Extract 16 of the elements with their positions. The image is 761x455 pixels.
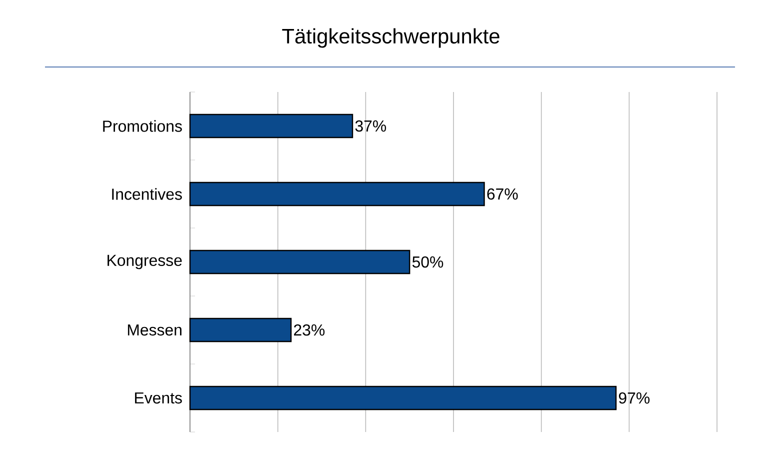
chart-title: Tätigkeitsschwerpunkte bbox=[282, 28, 500, 48]
y-tick-label: Kongresse bbox=[108, 254, 182, 270]
data-label: 67% bbox=[487, 188, 518, 200]
bar bbox=[189, 182, 485, 206]
data-label: 50% bbox=[412, 256, 444, 268]
bar bbox=[189, 386, 617, 410]
data-label: 37% bbox=[355, 120, 386, 132]
data-label: 23% bbox=[294, 324, 325, 336]
y-tick-label: Promotions bbox=[103, 120, 182, 132]
y-tick-label: Incentives bbox=[112, 188, 182, 200]
bar bbox=[189, 114, 354, 138]
y-tick-label: Events bbox=[135, 392, 182, 404]
y-tick-label: Messen bbox=[128, 324, 182, 336]
data-label: 97% bbox=[618, 392, 650, 404]
bar bbox=[189, 250, 410, 274]
bar bbox=[189, 318, 292, 342]
